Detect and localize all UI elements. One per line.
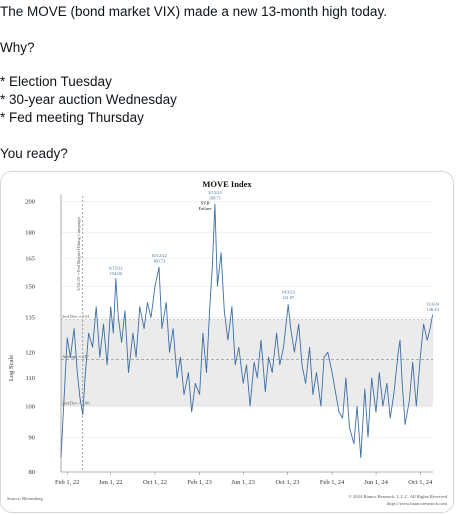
post-line-ready: You ready? (0, 145, 68, 163)
post-line-why: Why? (0, 39, 35, 57)
x-tick-label: Jun 1, 23 (231, 479, 255, 486)
chart-title: MOVE Index (202, 179, 252, 189)
x-tick-label: Jun 1, 24 (364, 479, 388, 486)
annotation-bottom: 154.06 (110, 271, 123, 276)
y-tick-label: 100 (25, 403, 35, 410)
annotation-top: 11/4/24 (426, 302, 440, 307)
annotation-bottom: 198.71 (209, 196, 221, 201)
x-tick-label: Oct 1, 24 (408, 479, 433, 486)
y-tick-label: 80 (29, 469, 36, 476)
chart-image-card[interactable]: MOVE Index 2nd Dev = 134 Average = 117 2nd… (0, 171, 454, 513)
annotation-top: 10/12/22 (151, 253, 167, 258)
annotation-bottom: 136.23 (427, 307, 440, 312)
source-label: Source: Bloomberg (7, 496, 43, 501)
annotation-bottom: Failure (199, 206, 212, 211)
url-label: https://www.biancoresearch.com (387, 501, 448, 506)
fed-marker-label: 3/16/22 = Fed Begins Hiking Campaign (76, 216, 81, 290)
annotation-bottom: 141.87 (282, 295, 295, 300)
y-tick-label: 200 (25, 198, 35, 205)
lower-dev-label: 2nd Dev = 100 (62, 401, 90, 406)
y-tick-label: 165 (25, 255, 35, 262)
annotation-top: 10/3/23 (281, 290, 295, 295)
x-tick-label: Jun 1, 22 (99, 479, 123, 486)
x-tick-label: Feb 1, 23 (187, 479, 211, 486)
post-line-auction: * 30-year auction Wednesday (0, 91, 177, 109)
upper-dev-label: 2nd Dev = 134 (62, 314, 90, 319)
post-line-election: * Election Tuesday (0, 73, 112, 91)
y-tick-label: 180 (25, 230, 35, 237)
y-axis-label: Log Scale (8, 355, 15, 381)
annotation-top: 6/15/22 (109, 265, 122, 270)
post-line-headline: The MOVE (bond market VIX) made a new 13… (0, 3, 387, 21)
annotation-top: SVB (201, 200, 210, 205)
x-tick-label: Feb 1, 24 (320, 479, 345, 486)
y-tick-label: 90 (29, 434, 36, 441)
y-tick-label: 110 (25, 375, 35, 382)
x-tick-label: Oct 1, 22 (143, 479, 167, 486)
x-tick-label: Feb 1, 22 (55, 479, 79, 486)
y-tick-label: 150 (25, 283, 35, 290)
x-tick-label: Oct 1, 23 (275, 479, 299, 486)
post-line-fed: * Fed meeting Thursday (0, 109, 144, 127)
annotation-top: 3/15/23 (208, 190, 222, 195)
y-tick-label: 135 (25, 315, 35, 322)
y-tick-label: 120 (25, 349, 35, 356)
annotation-bottom: 160.73 (153, 258, 166, 263)
